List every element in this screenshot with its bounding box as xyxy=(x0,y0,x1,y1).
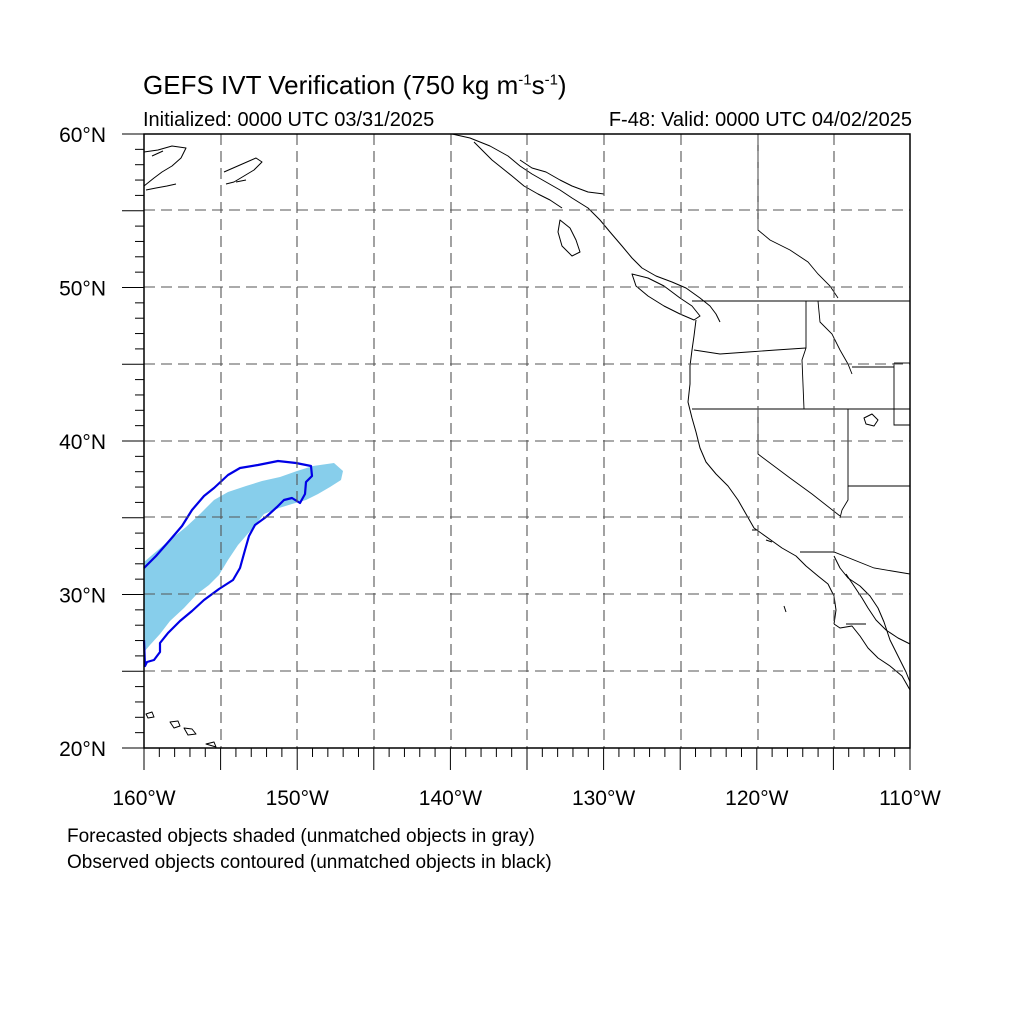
lat-label: 60°N xyxy=(59,124,106,147)
lon-label: 130°W xyxy=(572,787,635,810)
lon-label: 110°W xyxy=(879,787,941,810)
valid-time-label: F-48: Valid: 0000 UTC 04/02/2025 xyxy=(608,109,912,131)
lon-label: 150°W xyxy=(266,787,329,810)
map-title: GEFS IVT Verification (750 kg m-1s-1) xyxy=(143,70,567,100)
lon-label: 140°W xyxy=(419,787,482,810)
init-time-label: Initialized: 0000 UTC 03/31/2025 xyxy=(143,109,435,131)
longitude-labels: 160°W 150°W 140°W 130°W 120°W 110°W xyxy=(112,787,941,810)
lat-label: 20°N xyxy=(59,738,106,761)
latitude-labels: 60°N 50°N 40°N 30°N 20°N xyxy=(59,124,106,761)
footnote-observed: Observed objects contoured (unmatched ob… xyxy=(67,852,552,873)
lat-label: 30°N xyxy=(59,585,106,608)
lat-label: 40°N xyxy=(59,431,106,454)
forecast-object xyxy=(144,463,343,652)
footnote-forecast: Forecasted objects shaded (unmatched obj… xyxy=(67,826,535,847)
borders xyxy=(692,134,911,625)
graticule xyxy=(144,134,910,748)
axis-ticks xyxy=(122,133,911,770)
coastlines xyxy=(143,133,911,748)
lon-label: 160°W xyxy=(112,787,175,810)
lon-label: 120°W xyxy=(725,787,788,810)
observed-object-contour xyxy=(142,459,314,668)
lat-label: 50°N xyxy=(59,278,106,301)
